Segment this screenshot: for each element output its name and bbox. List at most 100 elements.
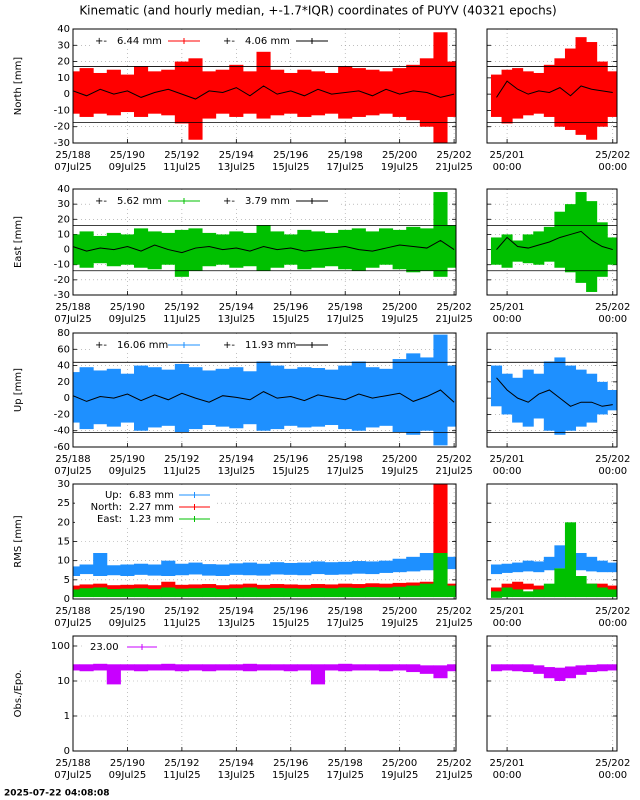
range-bar	[161, 587, 176, 598]
legend-label: 11.93 mm	[245, 340, 296, 351]
range-bar	[310, 561, 326, 575]
range-bar	[106, 589, 121, 598]
range-bar	[406, 664, 421, 673]
range-bar	[202, 71, 217, 119]
range-bar	[106, 664, 121, 685]
x-tick-sublabel: 09Jul25	[109, 162, 147, 173]
range-bar	[215, 589, 230, 598]
x-tick-sublabel: 00:00	[598, 618, 627, 629]
x-tick-sublabel: 00:00	[598, 770, 627, 781]
x-tick-sublabel: 15Jul25	[272, 770, 310, 781]
y-tick-label: -20	[54, 275, 70, 286]
x-tick-label: 25/190	[110, 454, 145, 465]
range-bar	[447, 585, 456, 598]
range-bar	[310, 71, 326, 116]
range-bar	[297, 367, 312, 428]
range-bar	[501, 373, 513, 415]
x-tick-sublabel: 13Jul25	[218, 770, 256, 781]
range-bar	[174, 363, 189, 433]
x-tick-label: 25/202	[595, 758, 630, 769]
x-tick-sublabel: 07Jul25	[54, 314, 92, 325]
x-tick-sublabel: 00:00	[493, 466, 522, 477]
x-tick-label: 25/201	[489, 150, 524, 161]
x-tick-sublabel: 21Jul25	[435, 314, 473, 325]
range-bar	[283, 368, 298, 426]
range-bar	[419, 583, 434, 598]
x-tick-label: 25/192	[164, 302, 199, 313]
range-bar	[543, 226, 555, 262]
range-bar	[324, 72, 339, 114]
range-bar	[419, 553, 434, 571]
range-bar	[554, 58, 566, 127]
range-bar	[575, 369, 587, 427]
range-bar	[120, 74, 135, 113]
range-bar	[378, 560, 394, 573]
plot-area	[490, 664, 617, 681]
y-tick-label: 40	[57, 24, 70, 35]
range-bar	[433, 192, 448, 277]
range-bar	[188, 228, 203, 271]
plot-area	[73, 192, 456, 277]
range-bar	[586, 556, 598, 572]
x-tick-sublabel: 07Jul25	[54, 618, 92, 629]
y-tick-label: 10	[57, 229, 70, 240]
x-tick-label: 25/190	[110, 302, 145, 313]
range-bar	[447, 365, 456, 427]
range-bar	[575, 665, 587, 675]
range-bar	[447, 225, 456, 268]
range-bar	[575, 576, 587, 598]
range-bar	[73, 664, 81, 671]
range-bar	[586, 583, 598, 598]
x-tick-label: 25/198	[328, 302, 363, 313]
range-bar	[351, 68, 366, 117]
range-bar	[543, 667, 555, 679]
range-bar	[522, 591, 534, 598]
x-tick-sublabel: 17Jul25	[326, 618, 364, 629]
range-bar	[419, 228, 434, 271]
plot-frame	[486, 483, 618, 600]
range-bar	[447, 61, 456, 117]
range-bar	[174, 588, 189, 598]
range-bar	[256, 588, 271, 598]
range-bar	[93, 370, 108, 425]
legend-stat: 6.83 mm	[129, 490, 174, 501]
range-bar	[297, 562, 312, 576]
range-bar	[174, 61, 189, 124]
y-tick-label: 10	[57, 73, 70, 84]
range-bar	[310, 587, 326, 598]
x-tick-sublabel: 13Jul25	[218, 466, 256, 477]
plot-frame	[72, 635, 457, 752]
range-bar	[79, 367, 94, 430]
legend-prefix: +-	[223, 36, 235, 47]
legend-label: 3.79 mm	[245, 196, 290, 207]
x-tick-sublabel: 11Jul25	[163, 314, 201, 325]
range-bar	[133, 365, 149, 431]
x-tick-label: 25/200	[382, 454, 417, 465]
range-bar	[406, 556, 421, 572]
x-tick-label: 25/196	[273, 302, 308, 313]
range-bar	[120, 564, 135, 576]
range-bar	[147, 231, 162, 270]
range-bar	[161, 663, 176, 671]
x-tick-label: 25/198	[328, 150, 363, 161]
range-bar	[447, 556, 456, 570]
legend: +- 6.44 mm +- 4.06 mm	[93, 33, 338, 49]
x-tick-sublabel: 19Jul25	[381, 466, 419, 477]
range-bar	[120, 664, 135, 671]
x-tick-sublabel: 17Jul25	[326, 162, 364, 173]
range-bar	[351, 561, 366, 574]
range-bar	[607, 71, 617, 117]
range-bar	[324, 664, 339, 671]
x-tick-sublabel: 00:00	[598, 314, 627, 325]
range-bar	[564, 522, 577, 598]
range-bar	[543, 361, 555, 431]
x-tick-label: 25/192	[164, 758, 199, 769]
range-bar	[174, 563, 189, 576]
range-bar	[310, 664, 326, 685]
range-bar	[501, 69, 513, 124]
chart-title: Kinematic (and hourly median, +-1.7*IQR)…	[79, 4, 556, 18]
y-tick-label: 0	[64, 245, 70, 256]
range-bar	[490, 591, 503, 598]
